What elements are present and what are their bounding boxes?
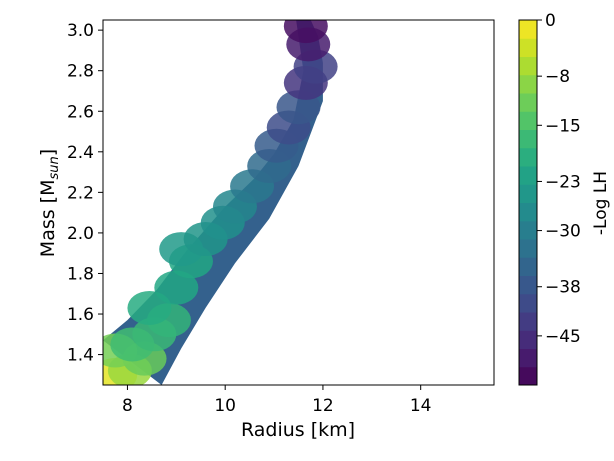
colorbar-band xyxy=(519,93,537,112)
colorbar-band xyxy=(519,202,537,222)
colorbar-band xyxy=(519,293,537,313)
y-axis-ticks: 1.4 1.6 1.8 2.0 2.2 2.4 2.6 2.8 3.0 xyxy=(67,21,103,366)
colorbar-tick-label: −30 xyxy=(545,222,581,242)
colorbar-band xyxy=(519,147,537,167)
colorbar-band xyxy=(519,20,537,39)
colorbar-tick-label: −38 xyxy=(545,278,581,298)
colorbar-band xyxy=(519,239,537,258)
colorbar-bands xyxy=(519,20,537,386)
colorbar-ticks: 0 −8 −15 −23 −30 −38 −45 xyxy=(537,11,581,347)
colorbar-band xyxy=(519,312,537,331)
likelihood-cell xyxy=(283,20,328,44)
y-tick-label: 3.0 xyxy=(67,21,94,41)
y-tick-label: 2.0 xyxy=(67,224,94,244)
colorbar-band xyxy=(519,38,537,57)
colorbar-band xyxy=(519,184,537,203)
colorbar-label: -Log LH xyxy=(591,171,611,235)
x-tick-label: 10 xyxy=(214,396,236,416)
y-tick-label: 2.4 xyxy=(67,143,94,163)
y-tick-label: 2.2 xyxy=(67,183,94,203)
likelihood-cell xyxy=(154,270,199,305)
x-tick-label: 8 xyxy=(122,396,133,416)
y-axis-label-main: Mass [M xyxy=(37,180,59,258)
colorbar-band xyxy=(519,330,537,349)
colorbar-band xyxy=(519,366,537,386)
colorbar-band xyxy=(519,129,537,149)
y-tick-label: 1.4 xyxy=(67,346,94,366)
colorbar-band xyxy=(519,56,537,76)
x-axis-ticks: 8 10 12 14 xyxy=(122,385,432,416)
colorbar-tick-label: −8 xyxy=(545,67,570,87)
y-axis-label-close: ] xyxy=(37,149,59,156)
y-tick-label: 2.8 xyxy=(67,62,94,82)
plot-frame xyxy=(102,19,495,386)
colorbar-band xyxy=(519,275,537,295)
colorbar-tick-label: −15 xyxy=(545,116,581,136)
colorbar-band xyxy=(519,166,537,185)
colorbar-frame xyxy=(518,19,538,386)
likelihood-cell xyxy=(127,290,172,325)
colorbar-band xyxy=(519,348,537,368)
plot-area xyxy=(103,20,338,385)
y-tick-label: 1.8 xyxy=(67,264,94,284)
colorbar-band xyxy=(519,257,537,276)
x-tick-label: 12 xyxy=(312,396,334,416)
colorbar-tick-label: −23 xyxy=(545,172,581,192)
colorbar-tick-label: −45 xyxy=(545,327,581,347)
y-tick-label: 2.6 xyxy=(67,102,94,122)
colorbar-band xyxy=(519,74,537,94)
colorbar: 0 −8 −15 −23 −30 −38 −45 -Log LH xyxy=(518,11,611,386)
colorbar-band xyxy=(519,220,537,240)
y-axis-label: Mass [Msun] xyxy=(37,149,62,257)
x-tick-label: 14 xyxy=(410,396,432,416)
x-axis-label: Radius [km] xyxy=(241,419,355,441)
y-tick-label: 1.6 xyxy=(67,305,94,325)
y-axis-label-subscript: sun xyxy=(47,156,62,179)
likelihood-cells xyxy=(103,20,338,385)
colorbar-band xyxy=(519,111,537,130)
colorbar-tick-label: 0 xyxy=(545,11,556,31)
